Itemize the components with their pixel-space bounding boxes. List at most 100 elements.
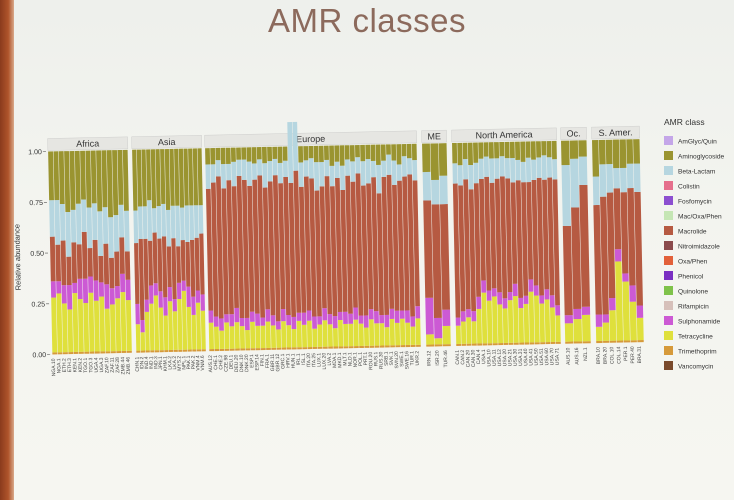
bar-segment-trimethoprim (145, 350, 150, 353)
bar-segment-aminoglycoside (541, 141, 547, 156)
x-tick-label: USA.41 (528, 348, 534, 366)
bar-segment-beta-lactam (292, 121, 299, 171)
bar-segment-sulphonamide (363, 315, 369, 328)
bar-segment-macrolide (66, 256, 72, 286)
bar-segment-aminoglycoside (303, 146, 309, 161)
bar-segment-tetracycline (384, 327, 390, 346)
x-tick-label: CAN.20 (465, 349, 471, 367)
bar-segment-trimethoprim (434, 344, 443, 347)
bar-segment-tetracycline (239, 326, 245, 349)
legend: AMR class AmGlyc/Quin Aminoglycoside Beta-… (664, 117, 725, 371)
panel-strip (421, 130, 447, 143)
legend-label: Trimethoprim (678, 349, 717, 356)
bar-segment-macrolide (392, 184, 400, 311)
bar-segment-aminoglycoside (150, 149, 157, 209)
panel-north-america: North America CAN.1CAN.2CAN.20CAN.30CAN.4… (451, 127, 561, 367)
bar-segment-trimethoprim (545, 342, 551, 345)
bar-segment-aminoglycoside (230, 147, 236, 162)
bar-segment-trimethoprim (214, 348, 220, 352)
x-tick-label: CHE.1 (213, 355, 219, 370)
bar-segment-beta-lactam (303, 160, 309, 177)
bar-segment-tetracycline (442, 325, 451, 345)
bar-segment-macrolide (620, 192, 629, 274)
bar-segment-aminoglycoside (215, 147, 221, 161)
bar-segment-beta-lactam (189, 205, 195, 240)
bar-segment-macrolide (627, 187, 636, 286)
bar-segment-beta-lactam (49, 200, 55, 237)
x-tick-label: CHN.1 (135, 356, 141, 371)
bar-segment-trimethoprim (317, 346, 323, 349)
x-tick-label: SVN.20 (394, 351, 400, 369)
bar-segment-aminoglycoside (462, 142, 468, 160)
x-tick-label: TUR.1 (409, 351, 415, 366)
x-tick-label: KEN.1 (72, 358, 78, 373)
bar-segment-aminoglycoside (85, 150, 92, 208)
bar-segment-beta-lactam (422, 171, 432, 201)
bar-segment-aminoglycoside (141, 149, 147, 207)
bar-segment-aminoglycoside (483, 142, 489, 157)
bar-segment-macrolide (138, 238, 145, 321)
legend-label: Colistin (678, 184, 700, 191)
bar-segment-beta-lactam (401, 156, 407, 177)
bar-segment-aminoglycoside (136, 149, 143, 207)
bar-segment-trimethoprim (173, 349, 178, 352)
x-tick-label: GBR.11 (270, 354, 276, 372)
bar-segment-aminoglycoside (251, 147, 257, 164)
bar-segment-sulphonamide (384, 314, 390, 328)
x-tick-label: USA.71 (554, 348, 560, 366)
bar-segment-tetracycline (291, 329, 297, 348)
bar-segment-macrolide (335, 177, 343, 312)
bar-segment-aminoglycoside (155, 149, 161, 207)
bar-segment-aminoglycoside (370, 144, 376, 161)
bar-segment-macrolide (479, 178, 486, 281)
bar-segment-trimethoprim (630, 340, 637, 343)
legend-swatch (664, 301, 673, 310)
bar-segment-beta-lactam (313, 162, 320, 191)
legend-title: AMR class (664, 117, 705, 127)
bar-segment-beta-lactam (277, 162, 283, 184)
bar-segment-macrolide (521, 182, 529, 296)
bar-segment-trimethoprim (348, 346, 354, 349)
bar-segment-tetracycline (110, 304, 116, 352)
bar-segment-trimethoprim (416, 344, 421, 347)
bar-segment-aminoglycoside (164, 148, 171, 210)
bar-segment-sulphonamide (518, 297, 524, 309)
panel-strip (131, 135, 202, 149)
bar-segment-beta-lactam (319, 161, 325, 187)
bar-segment-sulphonamide (573, 308, 582, 320)
bar-segment-beta-lactam (97, 211, 104, 257)
x-tick-label: UGA.4 (94, 357, 100, 372)
bar-segment-trimethoprim (136, 350, 141, 353)
bar-segment-sulphonamide (104, 284, 110, 309)
bar-segment-trimethoprim (333, 346, 339, 349)
bar-segment-tetracycline (93, 300, 100, 352)
bar-segment-aminoglycoside (192, 148, 199, 206)
bar-segment-aminoglycoside (380, 144, 386, 161)
bar-segment-tetracycline (208, 322, 214, 350)
bar-segment-tetracycline (144, 311, 150, 351)
bar-segment-sulphonamide (544, 289, 550, 300)
bar-segment-tetracycline (322, 320, 328, 347)
bar-segment-aminoglycoside (183, 148, 189, 206)
bar-segment-trimethoprim (328, 346, 333, 349)
legend-label: Tetracycline (678, 334, 713, 341)
legend-swatch (664, 151, 673, 160)
legend-label: Phenicol (678, 274, 704, 281)
bar-segment-tetracycline (234, 322, 240, 349)
bar-segment-aminoglycoside (64, 151, 71, 213)
bar-segment-sulphonamide (523, 295, 529, 304)
x-tick-label: POL.1 (358, 352, 364, 367)
bar-segment-sulphonamide (286, 314, 292, 326)
bar-segment-trimethoprim (524, 342, 530, 345)
panel-s-amer-: S. Amer. BRA.10 BRA.20 COL.10 COL.14 PER.1 PER… (591, 125, 644, 364)
bar-segment-trimethoprim (616, 340, 624, 343)
bar-segment-macrolide (87, 248, 93, 277)
legend-swatch (664, 346, 673, 355)
bar-segment-macrolide (161, 236, 168, 298)
legend-label: Macrolide (678, 229, 707, 236)
bar-segment-trimethoprim (201, 349, 206, 352)
x-tick-label: NOR.1 (352, 352, 358, 368)
panel-oc-: Oc. AUS.10 AUS.16 NZL.1 (560, 127, 591, 365)
bar-segment-tetracycline (544, 299, 551, 343)
bar-segment-aminoglycoside (48, 151, 54, 201)
